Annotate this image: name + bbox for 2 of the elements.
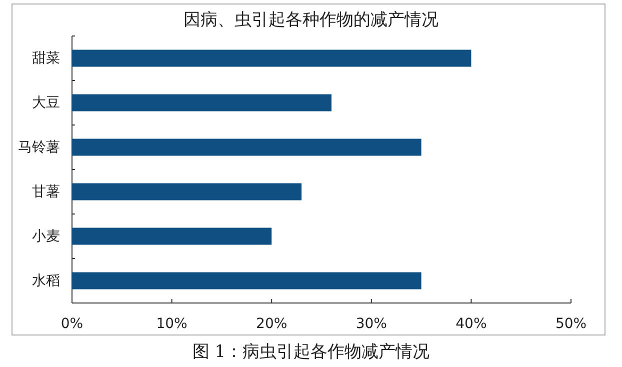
title: 因病、虫引起各种作物的减产情况 [184, 10, 438, 30]
annotation: 图 1：病虫引起各作物减产情况 [192, 342, 430, 362]
